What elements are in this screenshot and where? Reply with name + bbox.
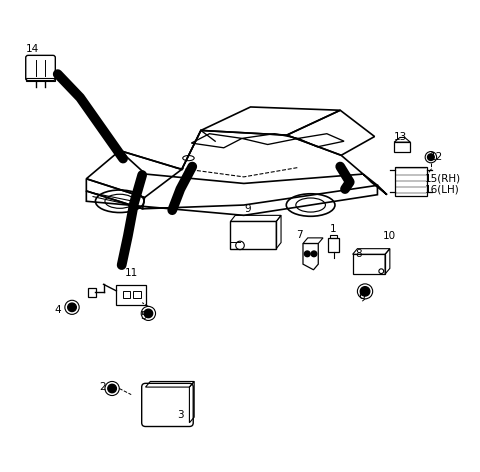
Text: 13: 13 [394, 132, 407, 142]
Text: 3: 3 [177, 410, 184, 420]
Text: 15(RH): 15(RH) [425, 174, 461, 184]
Circle shape [144, 309, 153, 318]
Circle shape [428, 154, 434, 160]
Text: 4: 4 [55, 305, 61, 315]
Text: 12: 12 [430, 152, 443, 162]
Text: 10: 10 [383, 231, 396, 241]
Text: 6: 6 [359, 291, 365, 301]
Text: 1: 1 [330, 224, 336, 235]
Text: 2: 2 [99, 382, 106, 392]
Text: 9: 9 [245, 204, 252, 214]
Circle shape [304, 251, 310, 257]
Text: 5: 5 [140, 311, 146, 321]
Text: 8: 8 [356, 249, 362, 259]
Circle shape [68, 303, 76, 312]
Text: 16(LH): 16(LH) [425, 184, 460, 194]
Text: 11: 11 [124, 268, 138, 278]
Circle shape [108, 384, 116, 393]
Circle shape [311, 251, 317, 257]
Circle shape [360, 287, 370, 296]
Text: 7: 7 [296, 230, 303, 240]
Text: 14: 14 [26, 44, 39, 54]
